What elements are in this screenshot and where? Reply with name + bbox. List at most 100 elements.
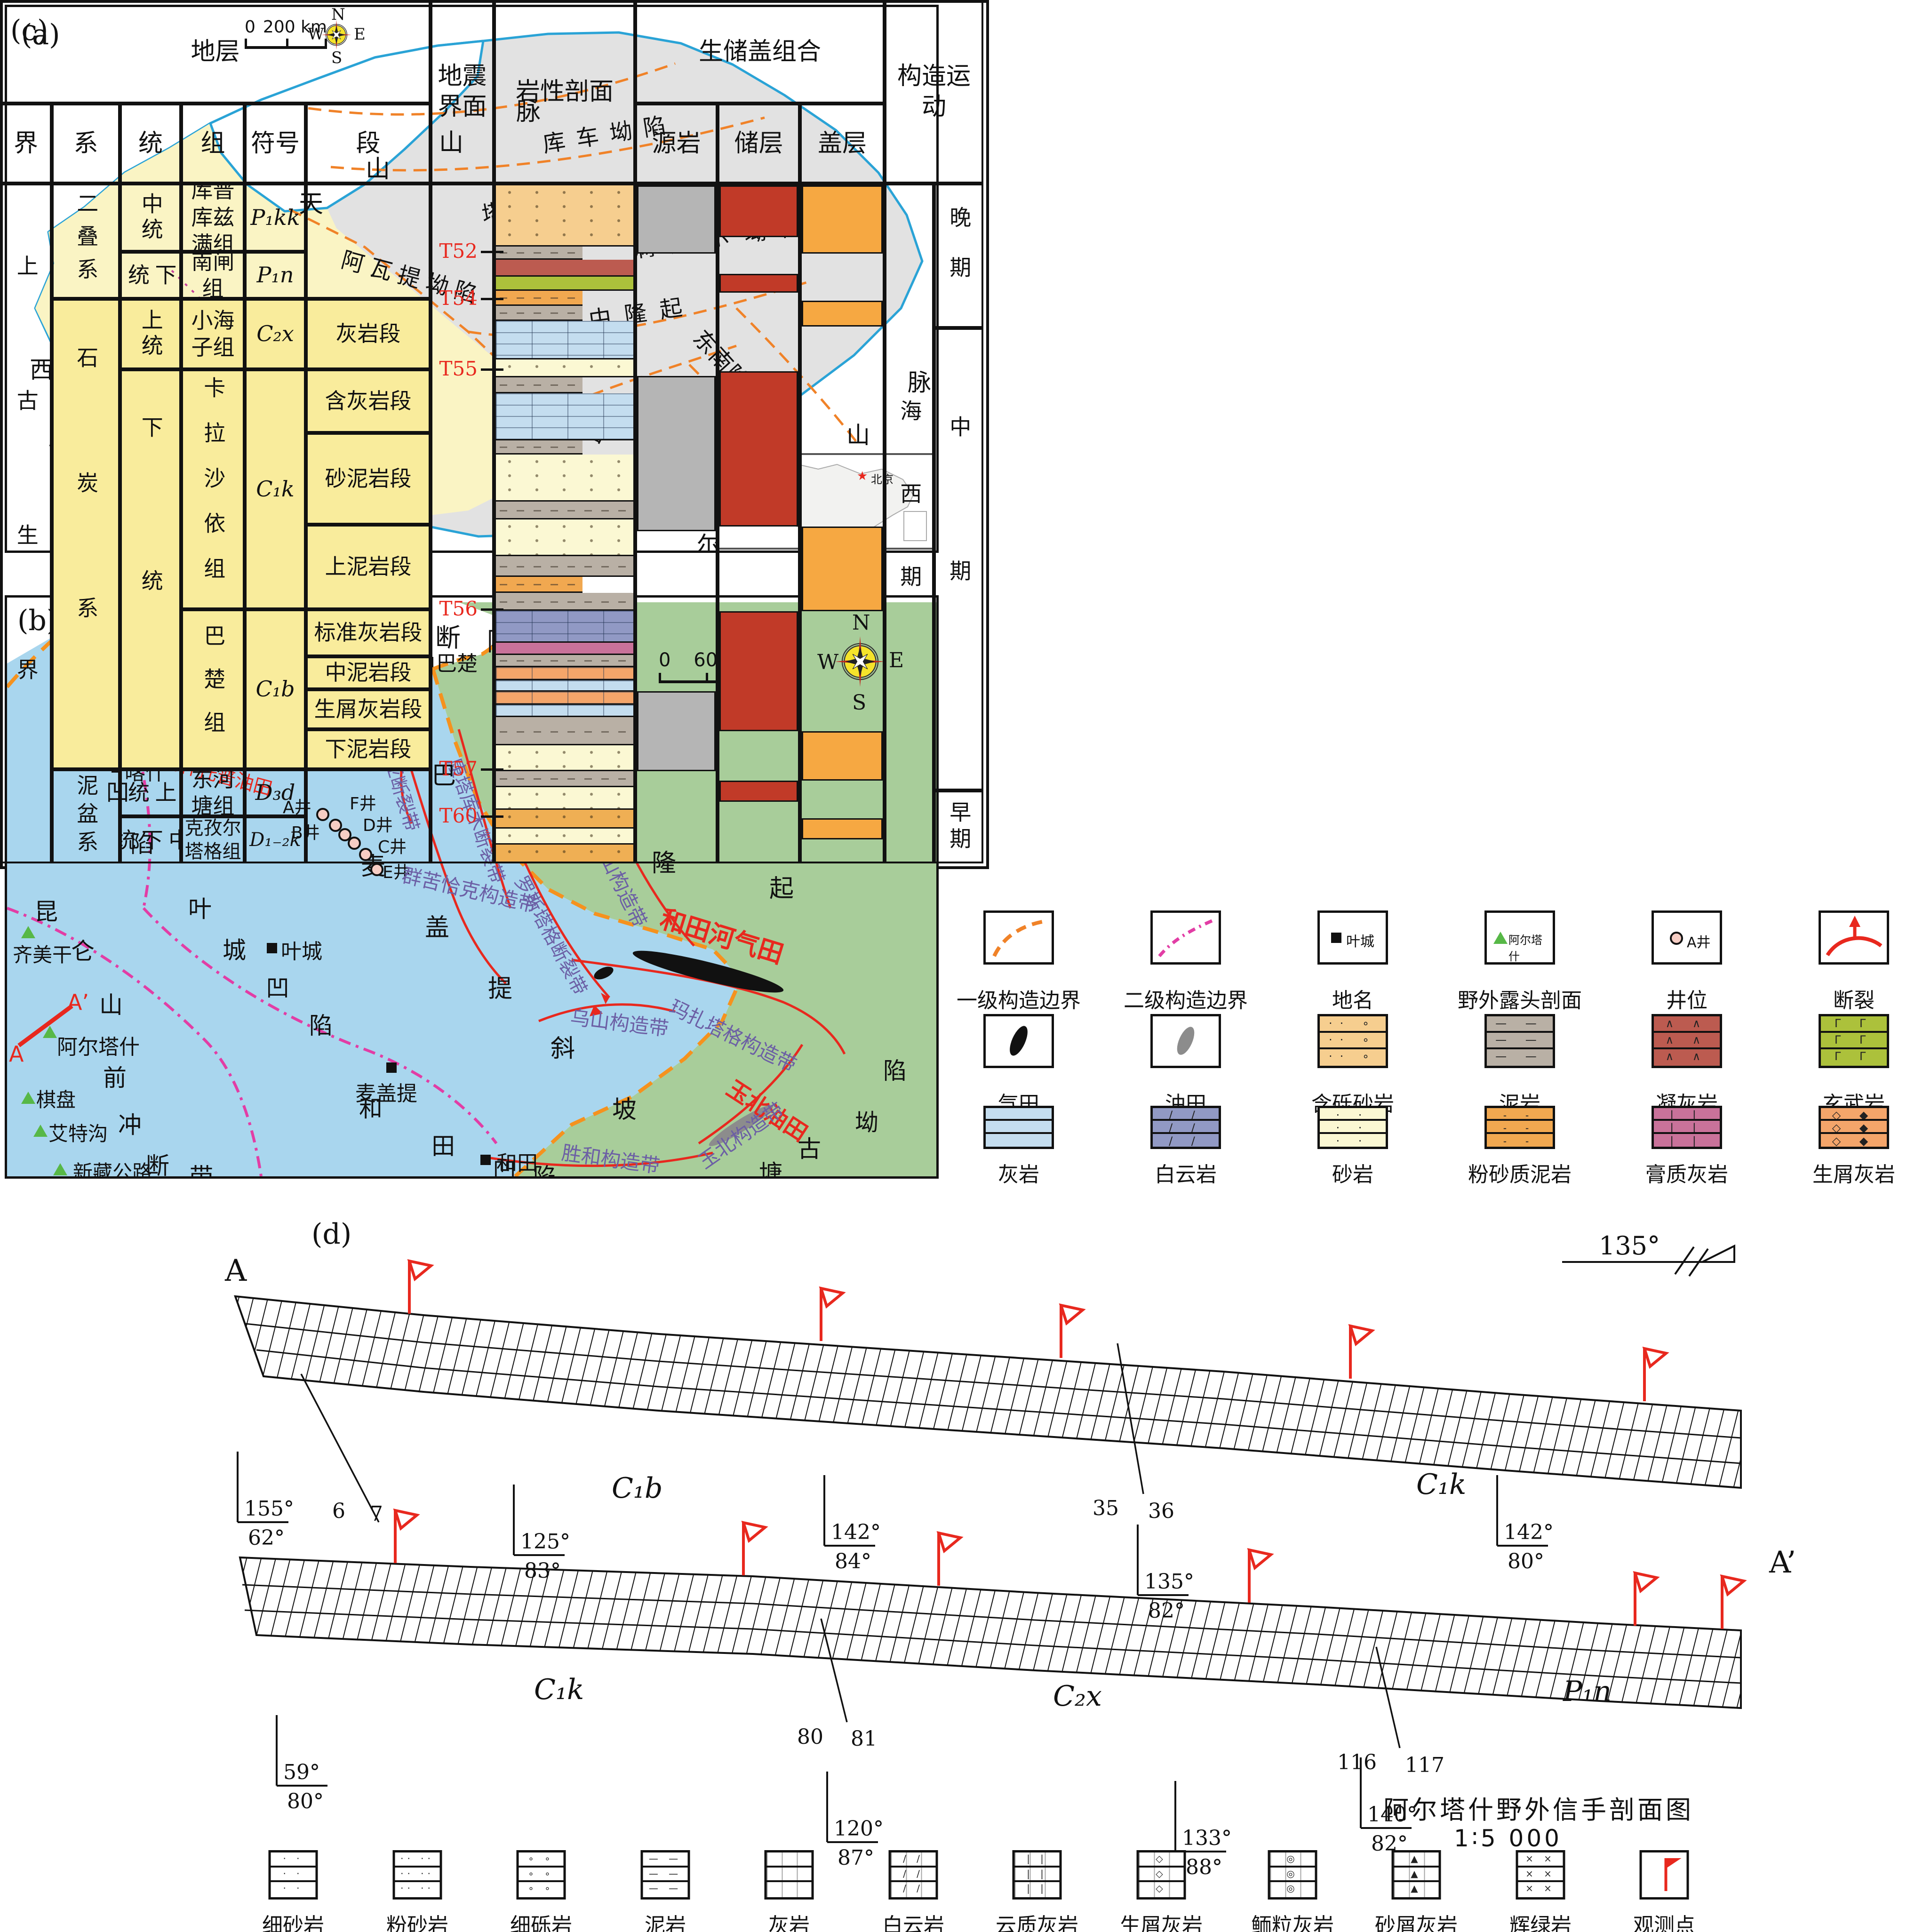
lithology-legend-label: 灰岩 [768,1914,810,1932]
strata-cell: 上统 [120,769,181,816]
map-label: 叶 [188,895,212,923]
strata-cell: 小海子组 [181,299,245,369]
strata-cell: 岩性剖面 [494,0,635,184]
lith-band [496,643,633,655]
strata-cell-text: 中泥岩段 [325,660,412,686]
legend-item-label: 砂岩 [1332,1163,1373,1187]
strata-cell-text: 中期 [946,415,972,703]
map-label: 叶城 [281,940,322,964]
dip-azimuth: 142° [1504,1520,1554,1544]
map-label: 脉 [516,98,541,126]
map-label: 和田 [496,1151,538,1175]
strata-cell-text: 石炭系 [73,346,99,722]
strata-cell: 地层 [0,0,431,104]
lithology-legend-label: 细砂岩 [262,1914,324,1932]
dip-symbol [1360,1757,1412,1829]
strata-cell-text: 统 [138,129,163,158]
legend-item-label: 生屑灰岩 [1812,1163,1895,1187]
lithology-legend-label: 砂屑灰岩 [1375,1914,1458,1932]
strata-cell-text: 地层 [191,37,240,66]
outcrop-marker [21,1092,35,1104]
lithology-legend-swatch: ◎ ◎ ◎ [1268,1850,1317,1900]
gas-legend-swatch [983,1014,1054,1068]
sw-legend-swatch: · · · · · · [1317,1106,1388,1149]
lith-band [496,393,633,440]
sw-legend-swatch: ˗ ˗ ˗ ˗ ˗ ˗ [1484,1106,1555,1149]
compass-e: E [354,25,366,44]
lith-band [496,321,633,359]
dip-azimuth: 135° [1144,1570,1194,1594]
strata-cell-text: 中统 [138,192,164,243]
strata-cell-text: 海西期 [897,399,923,648]
legend-item-label: 灰岩 [998,1163,1039,1187]
map-label: 仑 [71,938,95,965]
dip-symbol [1496,1475,1548,1547]
sw-legend-swatch: ·· ∘ ·· ∘ ·· ∘ [1317,1014,1388,1068]
observation-flag [1642,1346,1669,1401]
map-label: 阿尔塔什 [57,1035,140,1059]
strata-cell: P₁n [245,252,306,299]
observation-flag [1247,1548,1274,1603]
scale-zero: 0 [659,649,671,671]
strata-cell: 段 [306,104,431,184]
strata-cell-text: 巴楚组 [200,624,226,754]
compass-n: N [331,5,345,24]
strata-cell: 晚期 [934,184,983,328]
stratigraphic-unit-label: C₂x [1053,1680,1102,1713]
cap-rock-block [802,527,883,611]
well-marker-icon [1670,932,1683,945]
cap-rock-block [802,731,883,781]
lith-band [496,810,633,829]
strata-cell: 海西期 [885,184,934,863]
seismic-marker-label: T55 [439,357,478,380]
reservoir-block [719,611,798,731]
map-label: 凹 [493,1157,516,1179]
strata-cell-text: 岩性剖面 [515,77,614,106]
observation-flag-icon [1664,1858,1681,1891]
panel-d-tag: (d) [311,1218,352,1251]
strata-cell-text: 卡拉沙依组 [200,376,226,602]
strata-cell: 卡拉沙依组 [181,369,245,609]
lith-band [496,771,633,787]
strata-cell-text: D₃d [255,780,295,806]
gas-field-icon [1010,1026,1028,1056]
lithology-legend-swatch: · · · · · · [268,1850,318,1900]
lith-band [496,519,633,556]
compass-w: W [817,650,839,674]
map-label: 山 [846,422,870,449]
lith-band [496,717,633,745]
dip-symbol [513,1485,565,1556]
rock-swatch: ▲ ▲ ▲ [1394,1852,1439,1897]
map-label: 田 [431,1133,455,1160]
lith-band [496,577,582,593]
strata-cell [306,184,431,299]
lith-band [496,667,633,680]
fault-trace-line [1375,1646,1401,1748]
strata-cell: 系 [52,104,120,184]
panel-a-scalebar: 0 200 km [245,17,327,49]
outcrop-legend-swatch: 阿尔塔什 [1484,910,1555,965]
strata-cell-text: 小海子组 [191,307,235,360]
strata-cell-text: 含灰岩段 [325,388,412,414]
cross-section-graphic [234,1244,1747,1852]
seismic-marker-tick [481,815,503,818]
map-label: 古 [798,1135,821,1163]
strata-cell: 界 [0,104,52,184]
strata-cell-text: D₁₋₂k [249,829,301,851]
dip-symbol [823,1475,875,1547]
map-label: E井 [383,863,410,882]
rock-swatch [986,1108,1052,1147]
map-label: D井 [363,816,393,835]
map-label: 齐美干 [13,943,72,966]
strata-cell-text: C₁k [256,476,295,502]
panel-a-tag: (a) [21,18,60,51]
reservoir-block [719,185,798,237]
fault-trace-line [1117,1343,1144,1494]
observation-flag [1348,1324,1375,1379]
strata-cell: 生屑灰岩段 [306,689,431,729]
rock-swatch: ∕ ∕ ∕ ∕ ∕ ∕ [1153,1108,1219,1147]
map-label: 棋盘 [36,1088,76,1111]
strata-cell [635,184,718,863]
map-label: 脉 [908,369,931,396]
compass-s: S [852,691,867,715]
